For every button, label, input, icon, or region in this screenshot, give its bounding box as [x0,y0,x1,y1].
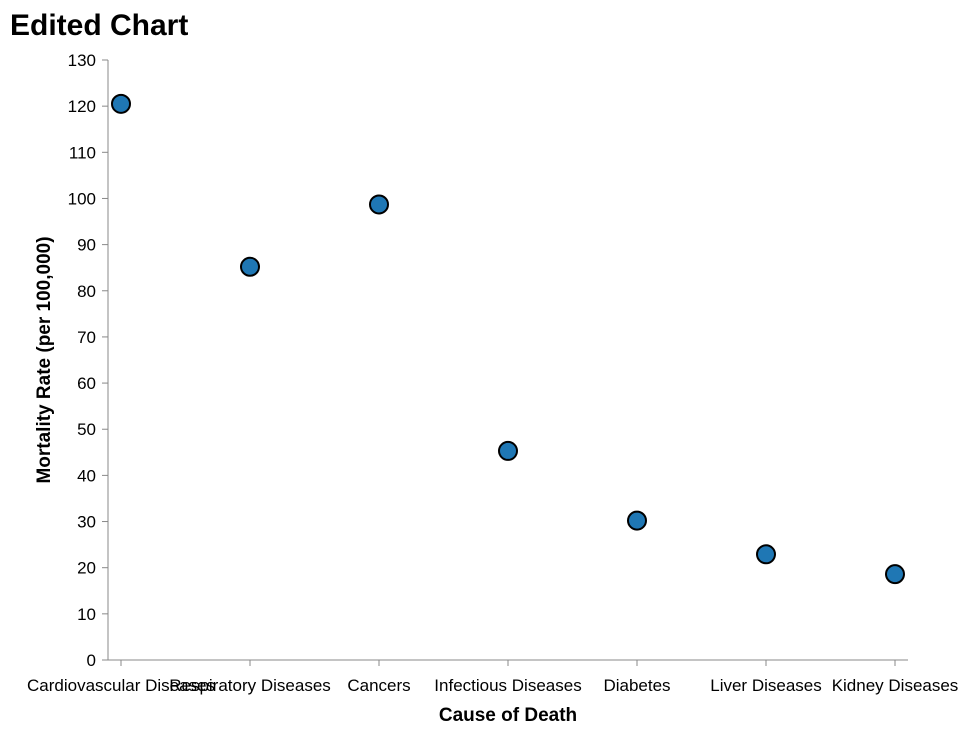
x-tick-label: Cardiovascular Diseases [27,676,215,695]
data-point[interactable] [240,256,260,277]
y-tick-label: 30 [77,513,96,532]
y-tick-label: 20 [77,559,96,578]
y-axis: 0 10 20 30 40 50 60 70 80 90 100 110 120 130 [68,51,109,670]
data-point[interactable] [885,564,905,585]
data-point[interactable] [498,440,518,461]
y-tick-label: 40 [77,466,96,485]
x-tick-label: Infectious Diseases [434,676,581,695]
chart-title: Edited Chart [10,9,188,42]
data-point[interactable] [111,93,131,114]
x-tick-label: Diabetes [603,676,670,695]
data-point[interactable] [369,194,389,215]
y-tick-label: 70 [77,328,96,347]
y-tick-label: 100 [68,189,96,208]
x-axis-title: Cause of Death [439,705,577,726]
x-tick-label: Liver Diseases [710,676,822,695]
y-tick-label: 90 [77,236,96,255]
x-tick-label: Respiratory Diseases [169,676,331,695]
y-tick-label: 50 [77,420,96,439]
y-tick-label: 0 [87,651,96,670]
y-tick-label: 10 [77,605,96,624]
x-tick-label: Kidney Diseases [832,676,959,695]
y-tick-label: 60 [77,374,96,393]
y-tick-label: 110 [69,143,96,162]
y-tick-label: 80 [77,282,96,301]
y-axis-title: Mortality Rate (per 100,000) [34,236,55,483]
data-points [111,93,905,585]
y-tick-label: 130 [68,51,96,70]
y-tick-label: 120 [68,97,96,116]
data-point[interactable] [627,510,647,531]
data-point[interactable] [756,544,776,565]
x-tick-label: Cancers [347,676,410,695]
